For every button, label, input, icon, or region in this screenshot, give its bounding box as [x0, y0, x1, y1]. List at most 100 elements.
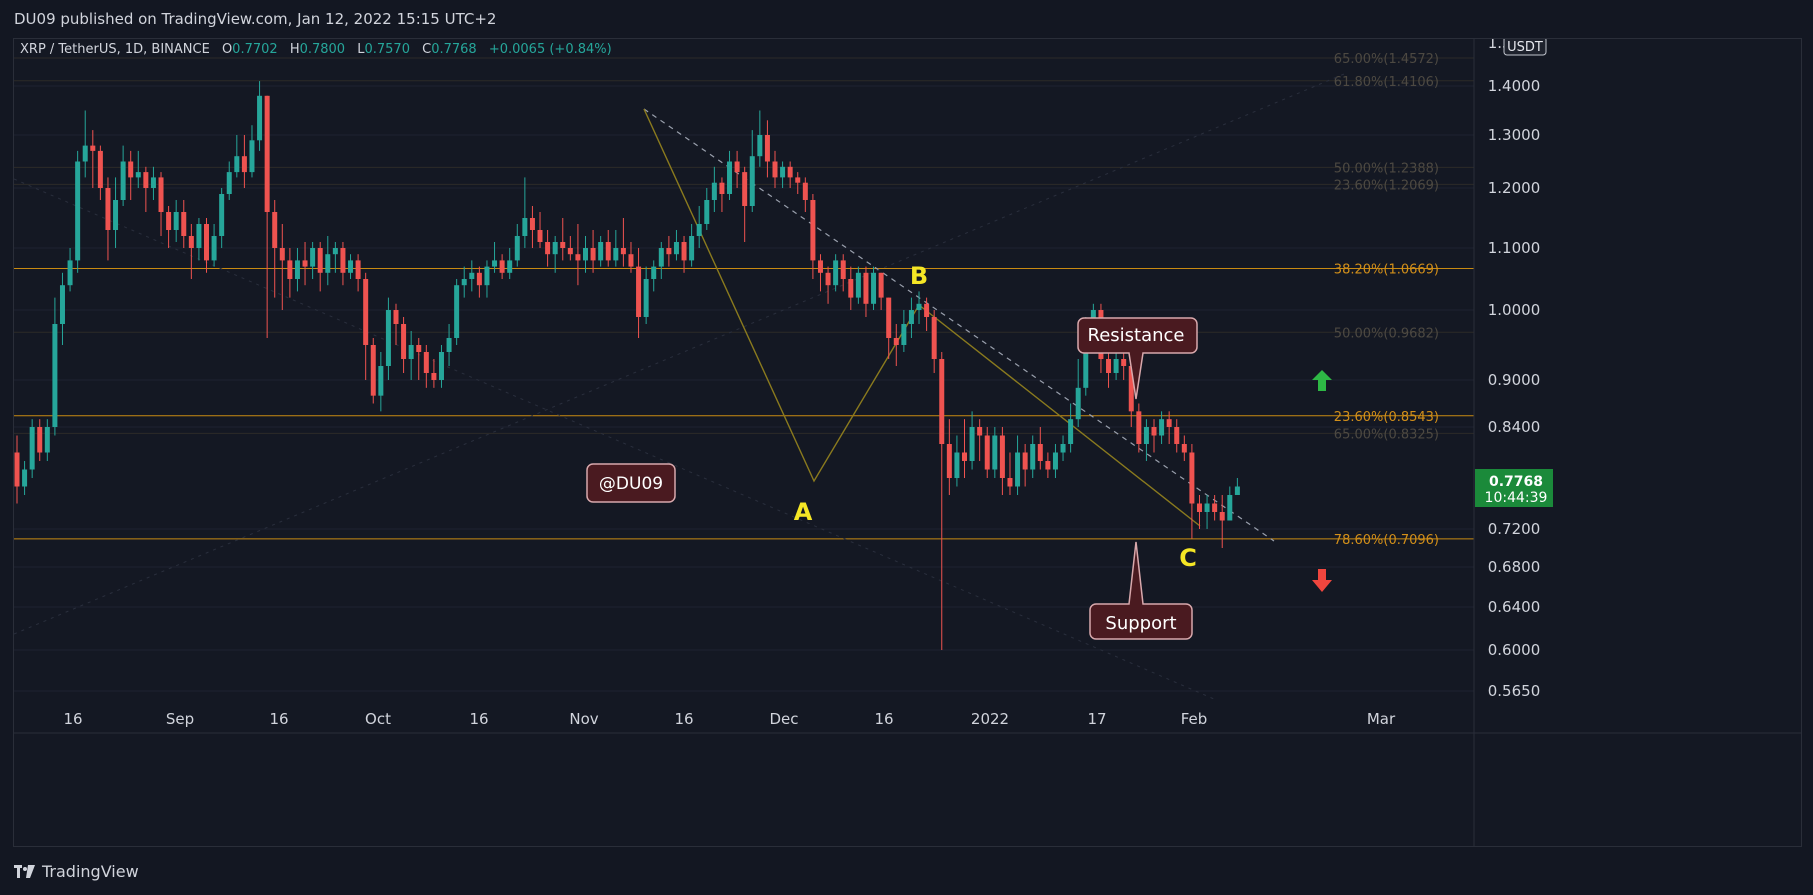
price-tick: 0.8400 [1488, 418, 1541, 436]
candle [416, 338, 422, 380]
candle [317, 242, 323, 292]
time-tick: Sep [166, 710, 194, 728]
candle [954, 435, 960, 487]
candle [423, 345, 429, 388]
candle [294, 248, 300, 292]
candle [537, 212, 543, 248]
price-chart[interactable]: 65.00%(1.4572) 61.80%(1.4106) 50.00%(1.238… [14, 39, 1801, 846]
candle [332, 242, 338, 273]
candle [1166, 411, 1172, 444]
candle [408, 331, 414, 380]
candle [651, 260, 657, 292]
candle [257, 81, 263, 151]
chart-frame[interactable]: 65.00%(1.4572) 61.80%(1.4106) 50.00%(1.238… [13, 38, 1802, 847]
candle [931, 310, 937, 373]
candle [992, 427, 998, 478]
candle [833, 254, 839, 292]
candle [962, 419, 967, 478]
currency-badge[interactable] [1503, 39, 1547, 56]
legend-open-label: O [222, 42, 232, 57]
legend-high-label: H [290, 42, 300, 57]
candle [757, 110, 763, 167]
candle [378, 352, 384, 412]
candle [886, 297, 892, 359]
candle [598, 236, 604, 267]
tradingview-logo[interactable]: TradingView [14, 862, 139, 881]
candle [1068, 403, 1074, 453]
candle [855, 266, 861, 304]
candle [1113, 352, 1119, 380]
candle [871, 266, 877, 310]
candle [507, 248, 513, 279]
chart-background [14, 39, 1801, 846]
candle [795, 172, 801, 194]
price-tick: 0.5650 [1488, 682, 1541, 700]
candle [287, 248, 293, 298]
legend-high: 0.7800 [300, 42, 346, 57]
candle [135, 150, 141, 188]
candle [438, 345, 444, 388]
candle [817, 254, 823, 292]
candle [636, 248, 642, 338]
candle [901, 310, 907, 352]
candle [613, 230, 619, 267]
candle [620, 218, 626, 267]
candle [681, 236, 687, 273]
candle [355, 254, 361, 292]
fib-label: 23.60%(0.8543) [1334, 410, 1439, 425]
candle [241, 135, 247, 188]
candle [1181, 435, 1187, 461]
candle [696, 206, 702, 248]
candle [628, 242, 634, 273]
price-tick: 0.6400 [1488, 598, 1541, 616]
time-tick: Nov [569, 710, 598, 728]
wave-label-a: A [794, 498, 813, 526]
candle [1106, 352, 1112, 388]
candle [469, 260, 475, 292]
tradingview-brand: TradingView [42, 862, 139, 881]
price-tick: 0.6000 [1488, 641, 1541, 659]
candle [575, 224, 581, 286]
candle [545, 230, 551, 267]
candle [97, 145, 103, 200]
candle [340, 242, 346, 286]
candle [810, 194, 816, 279]
time-tick: 16 [469, 710, 488, 728]
time-tick: 17 [1087, 710, 1106, 728]
candle [734, 150, 740, 188]
support-text: Support [1105, 613, 1176, 634]
candle [1060, 435, 1066, 461]
candle [302, 242, 308, 286]
candle [348, 254, 354, 279]
watermark-callout: @DU09 [586, 463, 676, 503]
publisher-line: DU09 published on TradingView.com, Jan 1… [14, 10, 497, 28]
legend-symbol: XRP / TetherUS, 1D, BINANCE [20, 42, 210, 57]
candle [1052, 444, 1058, 478]
candle [446, 324, 452, 366]
candle [567, 236, 573, 261]
candle [166, 206, 172, 248]
candle [431, 359, 437, 388]
candle [727, 150, 733, 200]
candle [385, 297, 391, 380]
candle [1075, 359, 1081, 427]
time-axis[interactable]: 16 Sep 16 Oct 16 Nov 16 Dec 16 2022 17 Feb Mar [63, 710, 1396, 728]
candle [234, 135, 240, 178]
candle [150, 166, 156, 200]
fib-label: 78.60%(0.7096) [1334, 533, 1439, 548]
legend-low-label: L [357, 42, 365, 57]
candle [946, 419, 952, 495]
candle [643, 266, 649, 324]
fib-label: 65.00%(1.4572) [1334, 52, 1439, 67]
trendline-dotted-up [14, 73, 1345, 635]
price-tick: 1.0000 [1488, 301, 1541, 319]
candle [1227, 486, 1233, 521]
time-tick: Dec [769, 710, 798, 728]
price-tick: 0.9000 [1488, 371, 1541, 389]
legend: XRP / TetherUS, 1D, BINANCE O0.7702 H0.7… [20, 42, 612, 57]
fib-label: 65.00%(0.8325) [1334, 427, 1439, 442]
fib-label: 50.00%(1.2388) [1334, 161, 1439, 176]
up-arrow-icon [1312, 370, 1332, 391]
candle [529, 206, 535, 248]
candle [780, 161, 786, 188]
